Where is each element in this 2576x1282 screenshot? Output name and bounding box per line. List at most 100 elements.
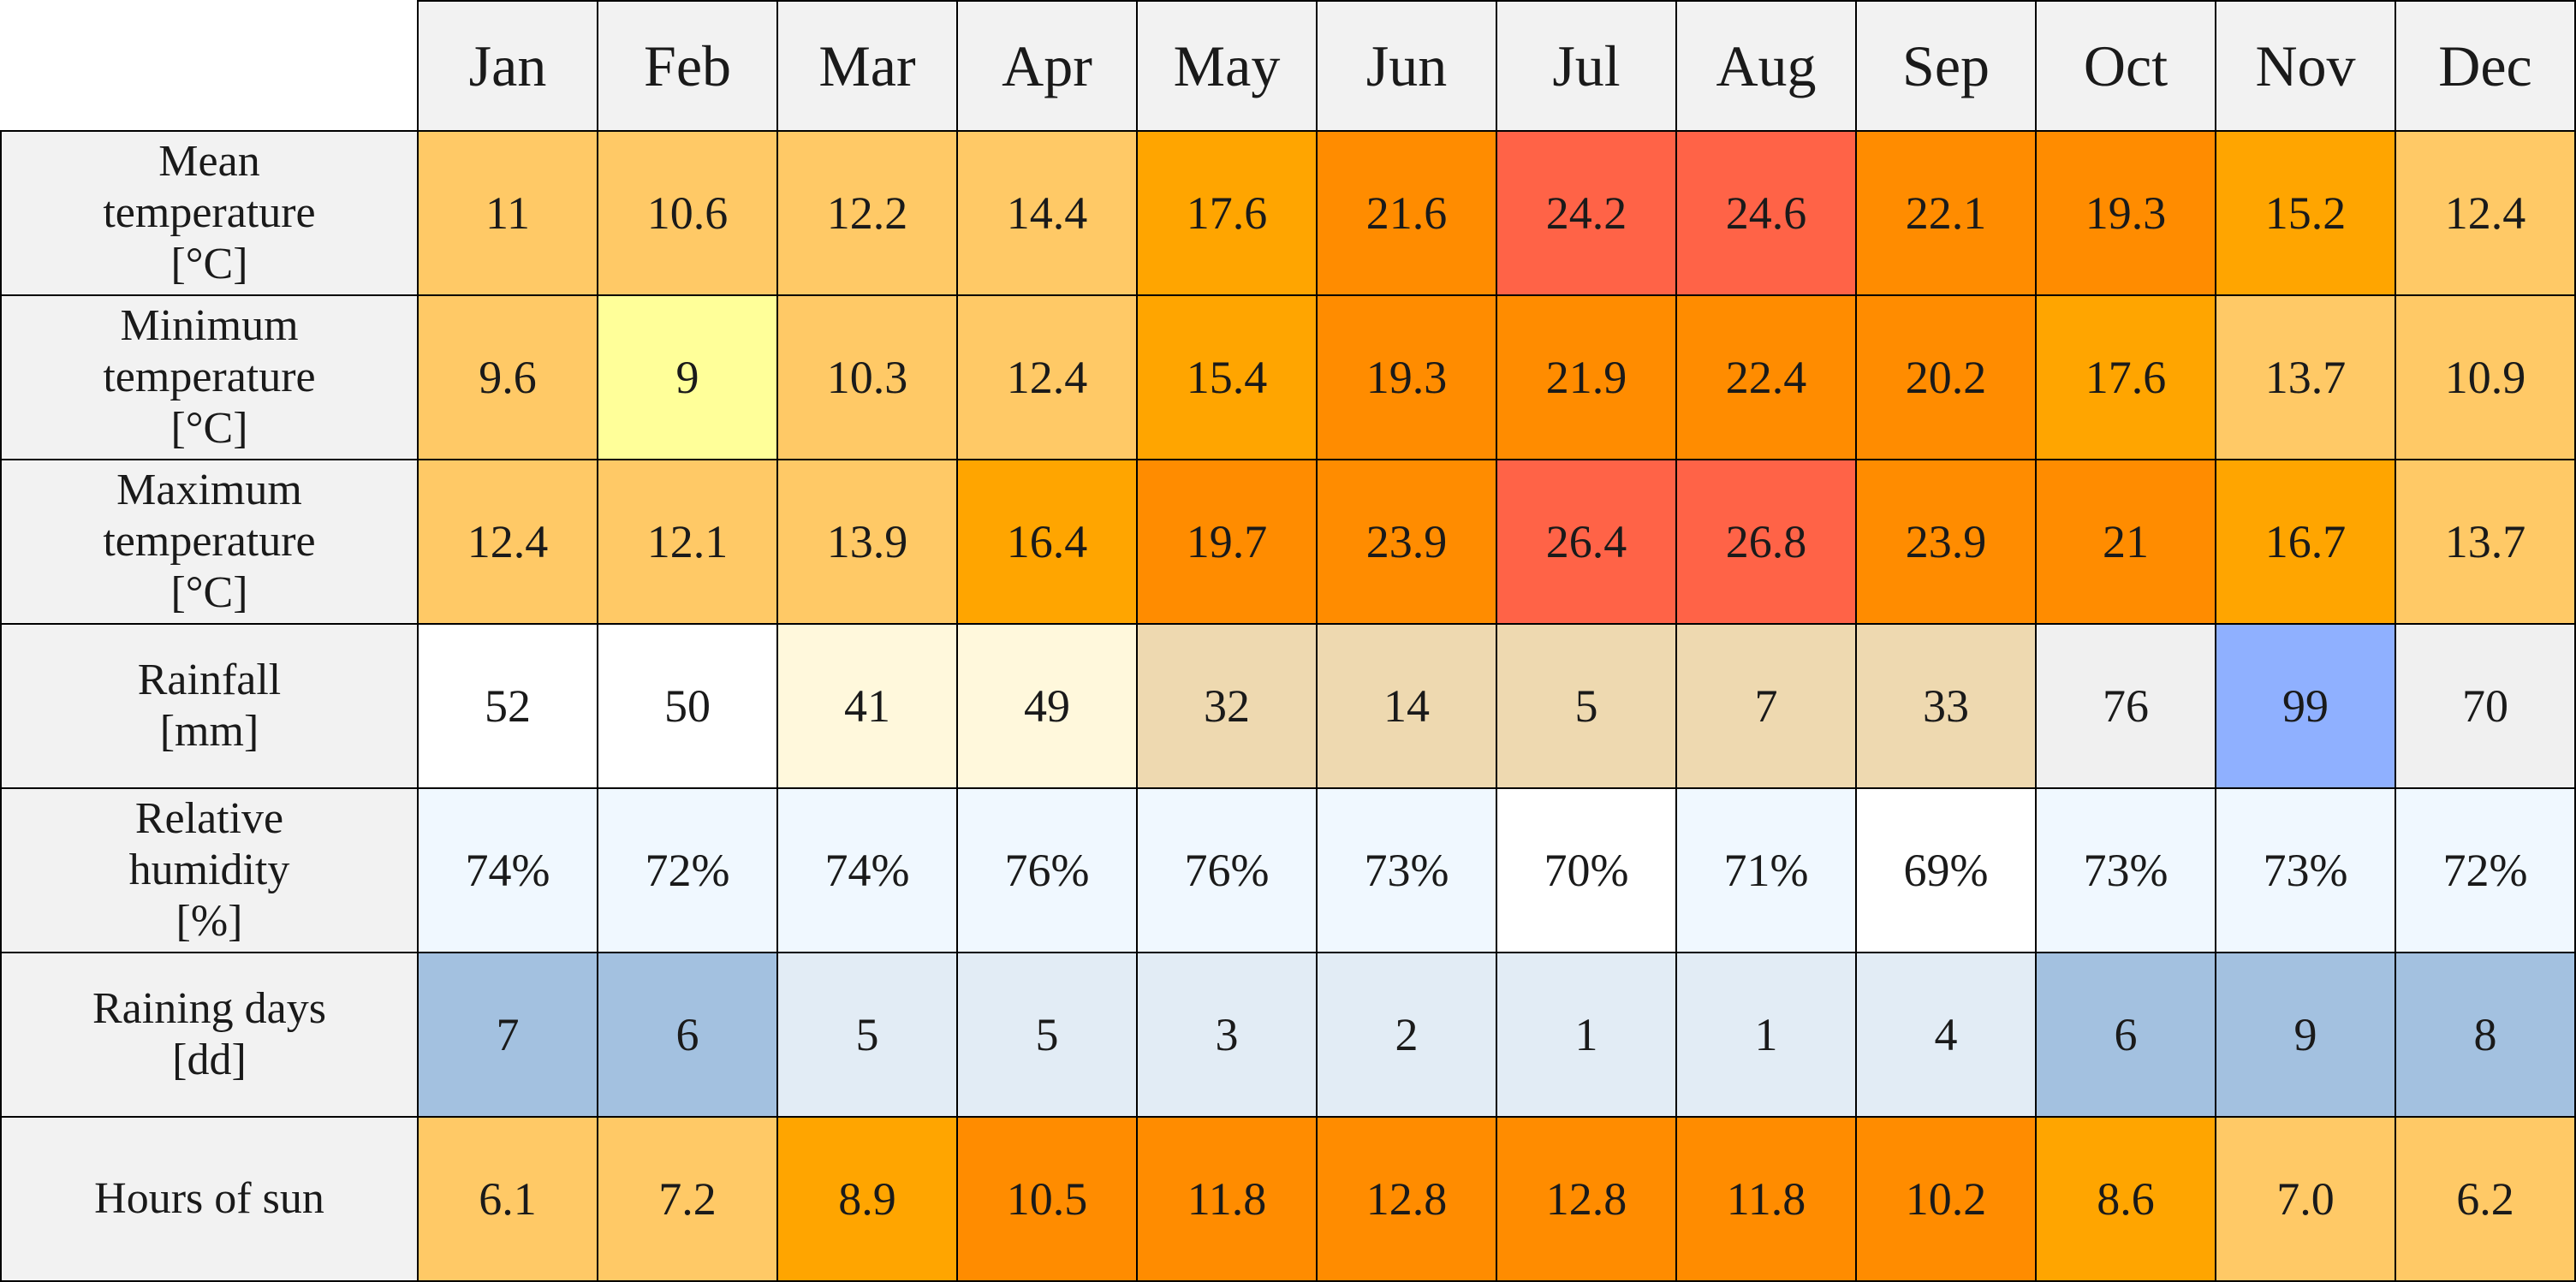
value-cell: 41 [776,623,958,789]
value-cell: 21 [2035,459,2216,625]
value-cell: 8 [2395,952,2576,1118]
value-cell: 15.4 [1136,294,1318,460]
value-cell: 12.4 [2395,130,2576,296]
value-cell: 1 [1675,952,1857,1118]
value-cell: 70 [2395,623,2576,789]
value-cell: 76 [2035,623,2216,789]
value-cell: 8.9 [776,1116,958,1282]
corner-cell [1,1,419,132]
month-header-sep: Sep [1855,0,2037,132]
month-header-dec: Dec [2395,0,2576,132]
row-mean-temperature: Mean temperature [°C] 11 10.6 12.2 14.4 17.6 2… [0,130,2576,296]
value-cell: 76% [956,787,1138,953]
row-rainfall: Rainfall [mm] 52 50 41 49 32 14 5 7 33 76 99 70 [0,623,2576,789]
value-cell: 49 [956,623,1138,789]
value-cell: 73% [2035,787,2216,953]
row-label: Mean temperature [°C] [0,130,419,296]
row-label: Relative humidity [%] [0,787,419,953]
value-cell: 70% [1496,787,1677,953]
row-hours-of-sun: Hours of sun 6.1 7.2 8.9 10.5 11.8 12.8 12.8 11.… [0,1116,2576,1282]
value-cell: 52 [417,623,598,789]
value-cell: 14.4 [956,130,1138,296]
row-maximum-temperature: Maximum temperature [°C] 12.4 12.1 13.9 16.4… [0,459,2576,625]
value-cell: 9.6 [417,294,598,460]
value-cell: 5 [956,952,1138,1118]
value-cell: 26.8 [1675,459,1857,625]
value-cell: 73% [2215,787,2396,953]
value-cell: 76% [1136,787,1318,953]
value-cell: 7.0 [2215,1116,2396,1282]
value-cell: 17.6 [2035,294,2216,460]
month-header-jul: Jul [1496,0,1677,132]
month-header-aug: Aug [1675,0,1857,132]
value-cell: 13.7 [2215,294,2396,460]
value-cell: 1 [1496,952,1677,1118]
month-header-nov: Nov [2215,0,2396,132]
row-raining-days: Raining days [dd] 7 6 5 5 3 2 1 1 4 6 9 8 [0,952,2576,1118]
value-cell: 10.3 [776,294,958,460]
value-cell: 74% [776,787,958,953]
value-cell: 71% [1675,787,1857,953]
value-cell: 21.6 [1316,130,1497,296]
value-cell: 32 [1136,623,1318,789]
value-cell: 4 [1855,952,2037,1118]
row-relative-humidity: Relative humidity [%] 74% 72% 74% 76% 76% 73% 7… [0,787,2576,953]
month-header-jan: Jan [417,0,598,132]
value-cell: 11 [417,130,598,296]
month-header-may: May [1136,0,1318,132]
value-cell: 17.6 [1136,130,1318,296]
value-cell: 7 [417,952,598,1118]
row-label: Raining days [dd] [0,952,419,1118]
value-cell: 22.1 [1855,130,2037,296]
value-cell: 9 [2215,952,2396,1118]
month-header-jun: Jun [1316,0,1497,132]
row-label: Rainfall [mm] [0,623,419,789]
value-cell: 73% [1316,787,1497,953]
month-header-mar: Mar [776,0,958,132]
value-cell: 10.9 [2395,294,2576,460]
value-cell: 69% [1855,787,2037,953]
value-cell: 5 [776,952,958,1118]
value-cell: 12.1 [597,459,778,625]
value-cell: 10.6 [597,130,778,296]
month-header-feb: Feb [597,0,778,132]
row-minimum-temperature: Minimum temperature [°C] 9.6 9 10.3 12.4 15.4… [0,294,2576,460]
value-cell: 10.2 [1855,1116,2037,1282]
value-cell: 74% [417,787,598,953]
value-cell: 7.2 [597,1116,778,1282]
value-cell: 3 [1136,952,1318,1118]
value-cell: 16.4 [956,459,1138,625]
header-row: Jan Feb Mar Apr May Jun Jul Aug Sep Oct … [1,0,2576,132]
value-cell: 10.5 [956,1116,1138,1282]
value-cell: 12.4 [956,294,1138,460]
value-cell: 6.1 [417,1116,598,1282]
table-body: Mean temperature [°C] 11 10.6 12.2 14.4 17.6 2… [0,130,2576,1282]
value-cell: 12.4 [417,459,598,625]
value-cell: 19.3 [2035,130,2216,296]
value-cell: 8.6 [2035,1116,2216,1282]
month-header-oct: Oct [2035,0,2216,132]
value-cell: 6.2 [2395,1116,2576,1282]
value-cell: 24.6 [1675,130,1857,296]
value-cell: 12.8 [1316,1116,1497,1282]
value-cell: 20.2 [1855,294,2037,460]
value-cell: 26.4 [1496,459,1677,625]
value-cell: 14 [1316,623,1497,789]
value-cell: 6 [597,952,778,1118]
month-header-apr: Apr [956,0,1138,132]
value-cell: 6 [2035,952,2216,1118]
value-cell: 24.2 [1496,130,1677,296]
value-cell: 23.9 [1855,459,2037,625]
value-cell: 19.7 [1136,459,1318,625]
row-label: Minimum temperature [°C] [0,294,419,460]
value-cell: 15.2 [2215,130,2396,296]
value-cell: 13.7 [2395,459,2576,625]
value-cell: 12.8 [1496,1116,1677,1282]
value-cell: 2 [1316,952,1497,1118]
value-cell: 72% [2395,787,2576,953]
row-label: Hours of sun [0,1116,419,1282]
value-cell: 13.9 [776,459,958,625]
value-cell: 11.8 [1675,1116,1857,1282]
value-cell: 16.7 [2215,459,2396,625]
